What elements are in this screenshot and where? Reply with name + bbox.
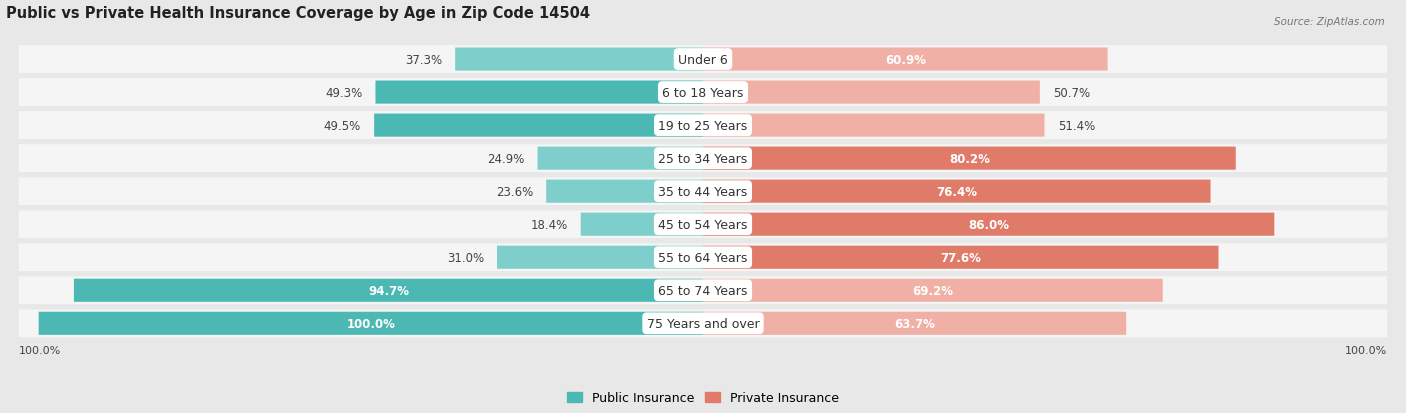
FancyBboxPatch shape xyxy=(374,114,703,138)
FancyBboxPatch shape xyxy=(18,211,1388,238)
Text: 35 to 44 Years: 35 to 44 Years xyxy=(658,185,748,198)
Text: 50.7%: 50.7% xyxy=(1053,86,1090,100)
Text: 100.0%: 100.0% xyxy=(1346,345,1388,355)
Text: 49.5%: 49.5% xyxy=(323,119,361,132)
Text: 65 to 74 Years: 65 to 74 Years xyxy=(658,284,748,297)
FancyBboxPatch shape xyxy=(703,213,1274,236)
FancyBboxPatch shape xyxy=(18,310,1388,337)
Text: 76.4%: 76.4% xyxy=(936,185,977,198)
Text: 6 to 18 Years: 6 to 18 Years xyxy=(662,86,744,100)
FancyBboxPatch shape xyxy=(703,279,1163,302)
Text: 31.0%: 31.0% xyxy=(447,251,484,264)
Text: 24.9%: 24.9% xyxy=(486,152,524,165)
FancyBboxPatch shape xyxy=(18,277,1388,304)
Text: 80.2%: 80.2% xyxy=(949,152,990,165)
FancyBboxPatch shape xyxy=(581,213,703,236)
FancyBboxPatch shape xyxy=(18,244,1388,271)
Text: 77.6%: 77.6% xyxy=(941,251,981,264)
FancyBboxPatch shape xyxy=(703,147,1236,170)
Legend: Public Insurance, Private Insurance: Public Insurance, Private Insurance xyxy=(562,386,844,409)
Text: Public vs Private Health Insurance Coverage by Age in Zip Code 14504: Public vs Private Health Insurance Cover… xyxy=(6,5,589,21)
FancyBboxPatch shape xyxy=(703,246,1219,269)
Text: Under 6: Under 6 xyxy=(678,53,728,66)
FancyBboxPatch shape xyxy=(703,81,1040,104)
FancyBboxPatch shape xyxy=(18,112,1388,140)
FancyBboxPatch shape xyxy=(18,145,1388,173)
FancyBboxPatch shape xyxy=(537,147,703,170)
FancyBboxPatch shape xyxy=(456,48,703,71)
FancyBboxPatch shape xyxy=(498,246,703,269)
FancyBboxPatch shape xyxy=(39,312,703,335)
Text: 100.0%: 100.0% xyxy=(346,317,395,330)
FancyBboxPatch shape xyxy=(18,46,1388,74)
Text: 18.4%: 18.4% xyxy=(530,218,568,231)
FancyBboxPatch shape xyxy=(703,312,1126,335)
Text: 45 to 54 Years: 45 to 54 Years xyxy=(658,218,748,231)
Text: 37.3%: 37.3% xyxy=(405,53,441,66)
Text: 86.0%: 86.0% xyxy=(969,218,1010,231)
Text: 75 Years and over: 75 Years and over xyxy=(647,317,759,330)
FancyBboxPatch shape xyxy=(703,114,1045,138)
FancyBboxPatch shape xyxy=(546,180,703,203)
Text: 69.2%: 69.2% xyxy=(912,284,953,297)
Text: 51.4%: 51.4% xyxy=(1057,119,1095,132)
Text: Source: ZipAtlas.com: Source: ZipAtlas.com xyxy=(1274,17,1385,26)
Text: 60.9%: 60.9% xyxy=(884,53,925,66)
FancyBboxPatch shape xyxy=(18,79,1388,107)
Text: 19 to 25 Years: 19 to 25 Years xyxy=(658,119,748,132)
FancyBboxPatch shape xyxy=(703,180,1211,203)
Text: 94.7%: 94.7% xyxy=(368,284,409,297)
Text: 49.3%: 49.3% xyxy=(325,86,363,100)
FancyBboxPatch shape xyxy=(703,48,1108,71)
FancyBboxPatch shape xyxy=(18,178,1388,206)
Text: 25 to 34 Years: 25 to 34 Years xyxy=(658,152,748,165)
FancyBboxPatch shape xyxy=(375,81,703,104)
FancyBboxPatch shape xyxy=(75,279,703,302)
Text: 55 to 64 Years: 55 to 64 Years xyxy=(658,251,748,264)
Text: 100.0%: 100.0% xyxy=(18,345,60,355)
Text: 23.6%: 23.6% xyxy=(496,185,533,198)
Text: 63.7%: 63.7% xyxy=(894,317,935,330)
